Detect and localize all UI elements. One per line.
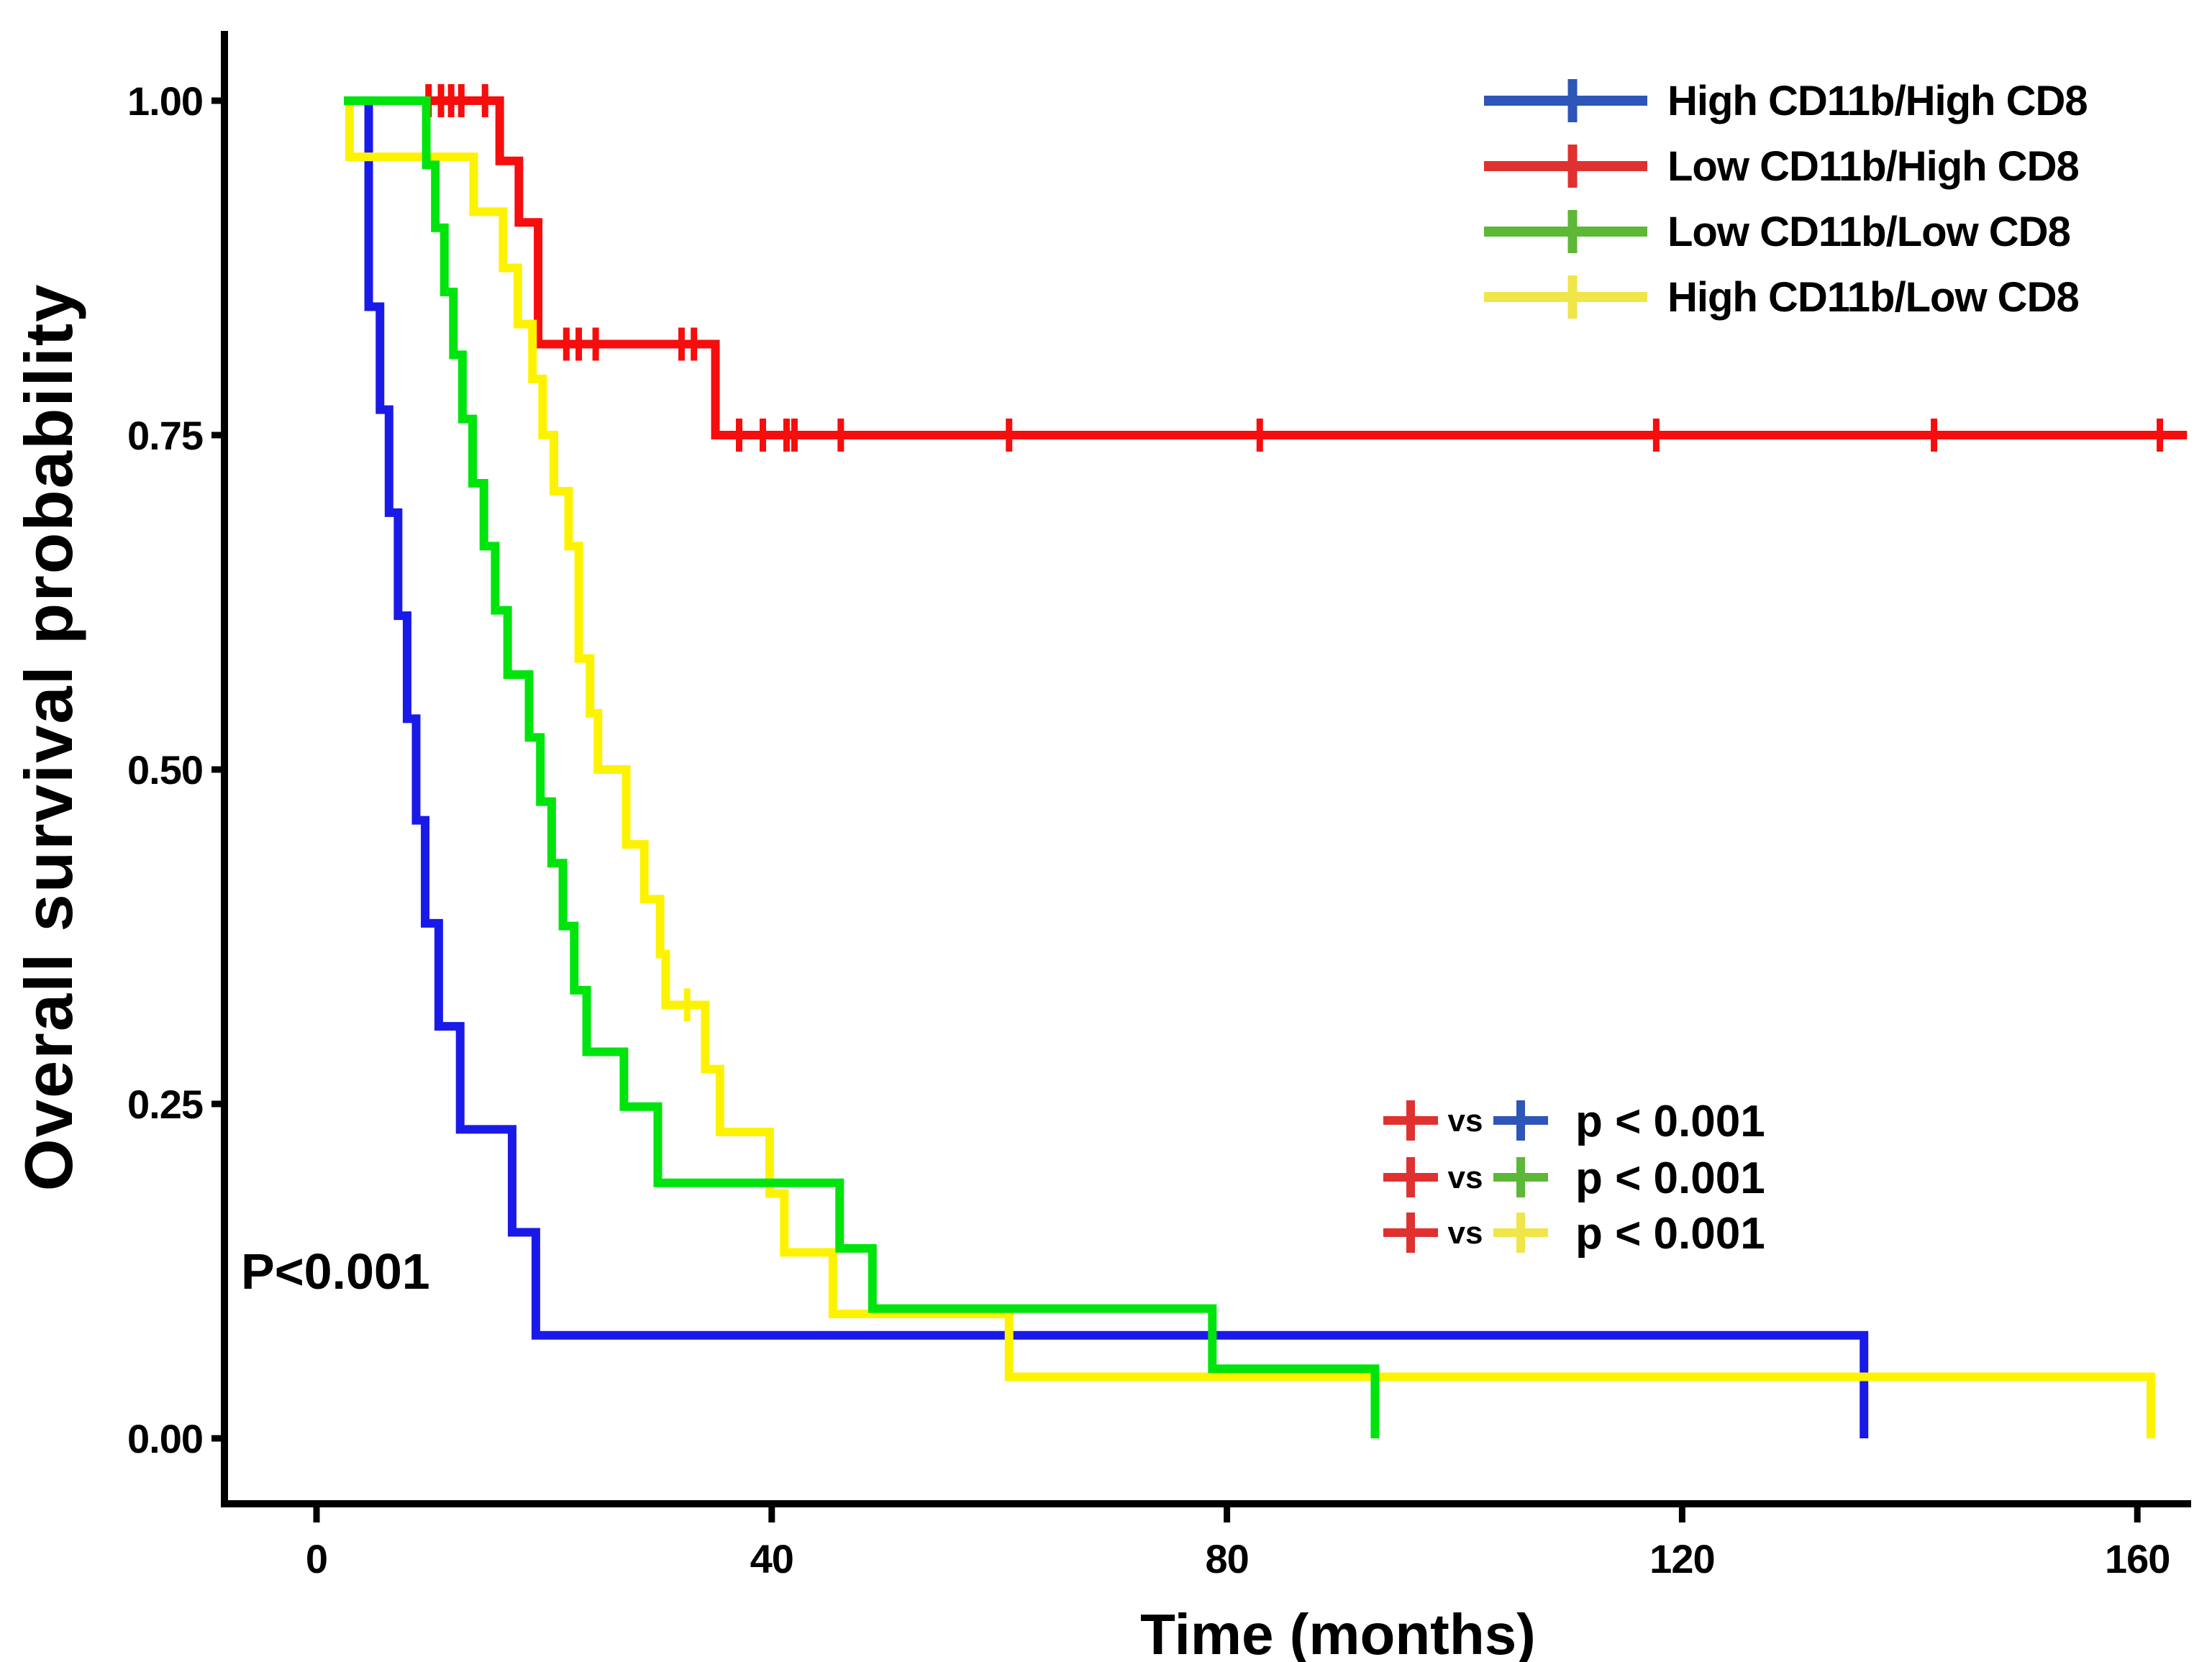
comparison-row-1: vs p < 0.001 — [1383, 1097, 1765, 1146]
survival-curve-low-cd11b-low-cd8 — [344, 96, 1380, 1438]
survival-curves — [344, 84, 2188, 1438]
legend-item-high-cd11b-high-cd8: High CD11b/High CD8 — [1484, 78, 2088, 124]
vs-label: vs — [1448, 1103, 1483, 1138]
axes: 1.00 0.75 0.50 0.25 0.00 0 40 80 120 160 — [127, 31, 2191, 1581]
comparison-pvalue-label: p < 0.001 — [1575, 1209, 1765, 1259]
pvalue-annotation: P<0.001 — [241, 1243, 430, 1300]
survival-curve-high-cd11b-low-cd8 — [344, 96, 2155, 1438]
comparison-pvalue-label: p < 0.001 — [1575, 1097, 1765, 1146]
legend-label: Low CD11b/Low CD8 — [1667, 209, 2070, 255]
legend-label: Low CD11b/High CD8 — [1667, 143, 2079, 190]
survival-curve-low-cd11b-high-cd8 — [344, 96, 2188, 439]
y-tick-label: 0.25 — [127, 1082, 203, 1127]
x-tick-label: 40 — [750, 1536, 793, 1581]
legend: High CD11b/High CD8 Low CD11b/High CD8 Low… — [1484, 78, 2088, 321]
comparison-row-3: vs p < 0.001 — [1383, 1209, 1765, 1259]
legend-label: High CD11b/Low CD8 — [1667, 274, 2079, 321]
x-axis-title: Time (months) — [1140, 1602, 1536, 1662]
survival-curve-high-cd11b-high-cd8 — [344, 96, 1869, 1438]
pvalue-comparisons: vs p < 0.001 vs p < 0.001 vs p < 0.001 — [1383, 1097, 1765, 1259]
legend-item-low-cd11b-low-cd8: Low CD11b/Low CD8 — [1484, 209, 2071, 255]
y-axis-title: Overall survival probability — [11, 283, 86, 1192]
x-tick-label: 0 — [306, 1536, 327, 1581]
vs-label: vs — [1448, 1160, 1483, 1195]
vs-label: vs — [1448, 1215, 1483, 1251]
comparison-row-2: vs p < 0.001 — [1383, 1154, 1765, 1203]
y-tick-label: 0.00 — [127, 1416, 203, 1461]
legend-label: High CD11b/High CD8 — [1667, 78, 2088, 124]
y-tick-label: 0.75 — [127, 413, 203, 458]
y-tick-label: 0.50 — [127, 747, 203, 793]
legend-item-high-cd11b-low-cd8: High CD11b/Low CD8 — [1484, 274, 2080, 321]
comparison-pvalue-label: p < 0.001 — [1575, 1154, 1765, 1203]
x-tick-label: 160 — [2105, 1536, 2170, 1581]
y-tick-label: 1.00 — [127, 78, 203, 124]
legend-item-low-cd11b-high-cd8: Low CD11b/High CD8 — [1484, 143, 2080, 190]
x-tick-label: 120 — [1649, 1536, 1714, 1581]
x-tick-label: 80 — [1205, 1536, 1248, 1581]
